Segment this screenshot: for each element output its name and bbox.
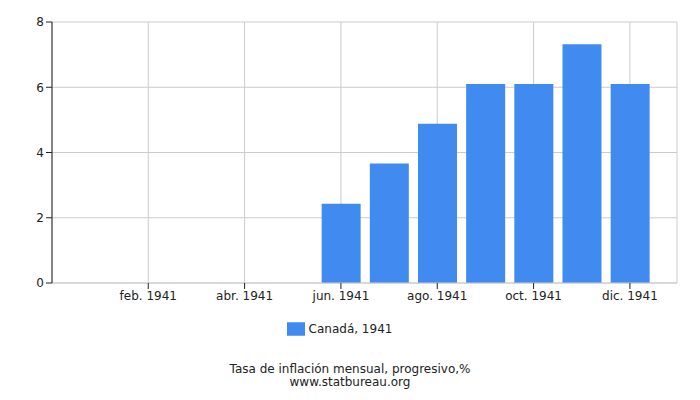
svg-text:8: 8 (36, 15, 44, 29)
html-text:Tasa de inflación mensual, pro: Tasa de inflación mensual, progresivo,% (229, 362, 471, 376)
svg-text:0: 0 (36, 276, 44, 290)
svg-text:2: 2 (36, 211, 44, 225)
svg-text:feb. 1941: feb. 1941 (120, 289, 177, 303)
svg-text:abr. 1941: abr. 1941 (216, 289, 273, 303)
svg-text:4: 4 (36, 146, 44, 160)
svg-text:6: 6 (36, 81, 44, 95)
html-text:Canadá, 1941: Canadá, 1941 (308, 321, 393, 336)
html-text:www.statbureau.org: www.statbureau.org (289, 375, 411, 389)
svg-text:oct. 1941: oct. 1941 (505, 289, 562, 303)
svg-text:dic. 1941: dic. 1941 (602, 289, 658, 303)
svg-text:ago. 1941: ago. 1941 (407, 289, 467, 303)
svg-text:jun. 1941: jun. 1941 (312, 289, 370, 303)
